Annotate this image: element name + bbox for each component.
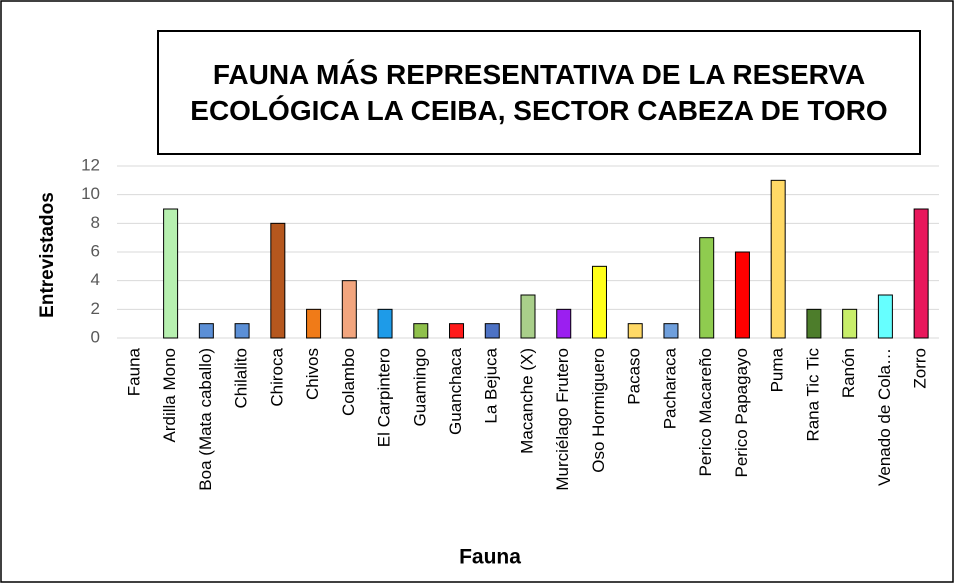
bar (734, 251, 750, 339)
bar (591, 265, 607, 339)
x-tick-label: Puma (768, 347, 787, 392)
x-axis-title: Fauna (459, 546, 521, 569)
chart-title: FAUNA MÁS REPRESENTATIVA DE LA RESERVA E… (157, 30, 921, 155)
bar (413, 323, 429, 339)
y-tick-label: 2 (91, 299, 100, 318)
bar (627, 323, 643, 339)
bar (806, 308, 822, 339)
x-tick-label: Fauna (124, 347, 143, 396)
x-tick-label: Guamingo (410, 348, 429, 426)
x-tick-label: Rana Tic Tic (803, 348, 822, 442)
x-tick-label: Chilalito (232, 348, 251, 408)
y-tick-label: 6 (91, 241, 100, 260)
bar (449, 323, 465, 339)
y-axis-title: Entrevistados (37, 192, 58, 318)
y-tick-label: 8 (91, 213, 100, 232)
bar (663, 323, 679, 339)
x-tick-label: La Bejuca (482, 347, 501, 423)
bar (520, 294, 536, 339)
y-tick-label: 4 (91, 270, 100, 289)
bar (270, 222, 286, 339)
bar (234, 323, 250, 339)
y-tick-label: 0 (91, 327, 100, 346)
x-tick-label: Oso Hormiguero (589, 348, 608, 473)
x-tick-label: Venado de Cola… (875, 348, 894, 486)
bar (341, 280, 357, 339)
bar (484, 323, 500, 339)
bar (198, 323, 214, 339)
y-tick-label: 12 (81, 155, 100, 174)
x-tick-label: Perico Papagayo (732, 348, 751, 477)
x-tick-label: Macanche (X) (517, 348, 536, 454)
x-tick-label: Zorro (911, 348, 930, 389)
x-tick-label: Ardilla Mono (160, 348, 179, 443)
x-tick-label: Chiroca (267, 347, 286, 406)
bar (163, 208, 179, 339)
x-tick-label: Murciélago Frutero (553, 348, 572, 491)
bar (770, 179, 786, 339)
x-tick-label: Pacharaca (660, 347, 679, 429)
bar (877, 294, 893, 339)
bar (699, 237, 715, 339)
x-tick-label: El Carpintero (375, 348, 394, 447)
bar (377, 308, 393, 339)
x-tick-label: Pacaso (625, 348, 644, 405)
x-tick-label: Perico Macareño (696, 348, 715, 477)
bar (842, 308, 858, 339)
x-tick-label: Guanchaca (446, 347, 465, 434)
bar (556, 308, 572, 339)
y-tick-label: 10 (81, 184, 100, 203)
x-tick-label: Boa (Mata caballo) (196, 348, 215, 491)
bar (306, 308, 322, 339)
x-tick-label: Ranón (839, 348, 858, 398)
x-tick-label: Chivos (303, 348, 322, 400)
x-tick-label: Colambo (339, 348, 358, 416)
bar (913, 208, 929, 339)
